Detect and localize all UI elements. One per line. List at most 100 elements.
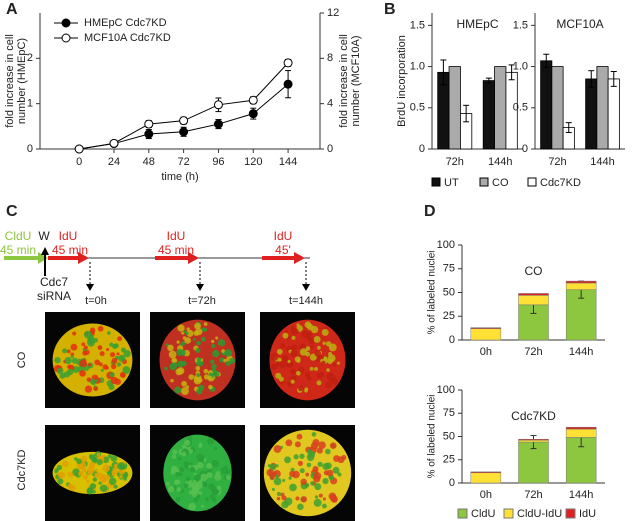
point <box>213 119 223 129</box>
legend-label: CO <box>492 177 509 189</box>
foci <box>288 476 292 480</box>
y-axis-label: number (HMEpC) <box>16 38 28 124</box>
x-tick-label: 72h <box>524 489 542 501</box>
foci <box>92 477 98 482</box>
foci <box>184 337 192 344</box>
micrographs <box>45 312 355 521</box>
foci <box>309 345 314 349</box>
foci <box>214 473 222 481</box>
foci <box>321 328 329 336</box>
foci <box>113 343 119 349</box>
foci <box>211 339 215 344</box>
foci <box>70 343 78 351</box>
foci <box>110 352 116 358</box>
point <box>144 119 154 129</box>
foci <box>87 363 92 367</box>
legend-swatch <box>479 177 489 187</box>
bar-segment <box>470 471 502 474</box>
foci <box>185 332 189 336</box>
bar-segment <box>470 472 502 484</box>
foci <box>195 347 201 353</box>
bar-segment <box>470 328 502 341</box>
foci <box>318 441 326 450</box>
foci <box>299 468 305 474</box>
y-tick-label: 50 <box>443 286 455 298</box>
foci <box>188 374 195 380</box>
foci <box>289 483 297 492</box>
legend-swatch <box>527 177 537 187</box>
foci <box>72 468 80 477</box>
foci <box>287 359 291 364</box>
foci <box>117 336 123 342</box>
foci <box>110 376 118 385</box>
foci <box>281 355 289 363</box>
foci <box>312 466 319 473</box>
bar-segment <box>518 439 549 441</box>
x-tick-label: 48 <box>143 156 155 168</box>
foci <box>113 484 118 489</box>
point <box>144 129 154 139</box>
foci <box>280 492 285 497</box>
foci <box>67 471 74 478</box>
foci <box>83 330 92 339</box>
label: IdU <box>167 229 186 243</box>
foci <box>189 466 196 473</box>
arrow-head <box>188 252 199 264</box>
foci <box>281 500 289 509</box>
foci <box>180 387 189 395</box>
y-tick-label: 12 <box>327 7 339 19</box>
foci <box>120 347 127 353</box>
foci <box>79 359 88 368</box>
foci <box>88 461 96 469</box>
x-tick-label: 72h <box>446 156 464 168</box>
foci <box>195 365 201 371</box>
foci <box>117 462 126 471</box>
row-label: Cdc7KD <box>16 449 28 490</box>
legend-label: MCF10A Cdc7KD <box>84 32 171 44</box>
foci <box>329 442 337 449</box>
foci <box>174 386 182 394</box>
foci <box>294 441 301 448</box>
y-axis-label: % of labeled nuclei <box>427 395 438 479</box>
foci <box>330 377 339 386</box>
foci <box>56 367 64 375</box>
foci <box>201 504 205 508</box>
foci <box>215 336 219 340</box>
foci <box>289 368 296 375</box>
label: t=72h <box>188 295 216 307</box>
foci <box>94 379 98 383</box>
foci <box>301 330 310 338</box>
foci <box>332 363 337 367</box>
foci <box>175 368 183 376</box>
legend-marker <box>61 18 71 28</box>
foci <box>194 322 201 330</box>
foci <box>102 464 110 473</box>
foci <box>316 380 322 386</box>
foci <box>176 360 184 368</box>
foci <box>290 349 298 358</box>
foci <box>206 472 213 479</box>
y-tick-label: 0 <box>27 143 33 155</box>
foci <box>59 372 66 379</box>
foci <box>282 332 289 339</box>
foci <box>289 362 294 367</box>
foci <box>89 454 96 461</box>
foci <box>186 329 194 337</box>
foci <box>270 353 279 361</box>
label: 45 min <box>0 243 36 257</box>
y-tick-label: 0.5 <box>410 102 425 114</box>
legend-swatch <box>457 508 468 519</box>
foci <box>292 344 298 350</box>
legend-label: HMEpC Cdc7KD <box>84 17 167 29</box>
y2-axis-label: number (MCF10A) <box>350 35 362 126</box>
foci <box>269 463 277 471</box>
foci <box>80 455 88 463</box>
foci <box>225 468 231 475</box>
foci <box>291 335 296 340</box>
foci <box>290 467 295 472</box>
foci <box>297 460 304 467</box>
y-tick-label: 1 <box>27 98 33 110</box>
foci <box>229 357 236 364</box>
bar-segment <box>565 426 597 430</box>
